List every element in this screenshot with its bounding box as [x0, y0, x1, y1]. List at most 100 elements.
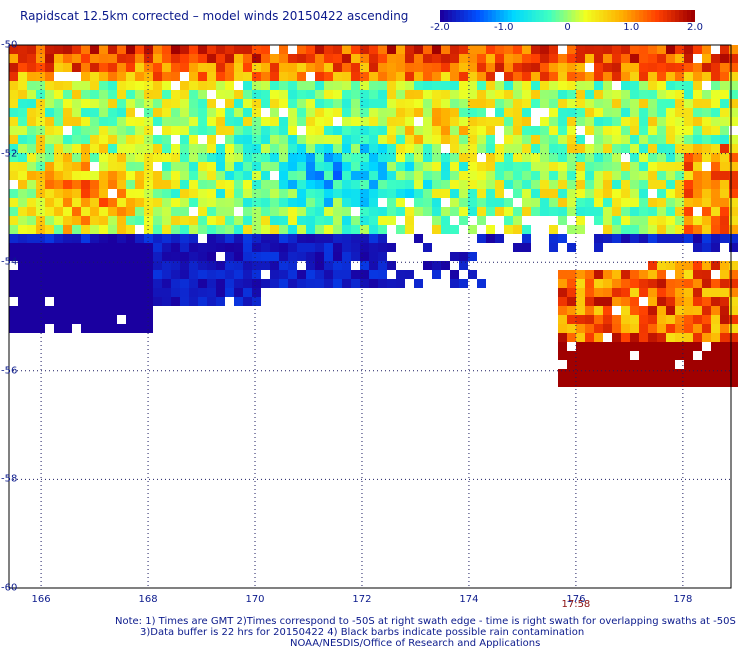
data-cell: [261, 207, 270, 216]
data-cell: [171, 270, 180, 279]
data-cell: [621, 378, 630, 387]
data-cell: [711, 153, 720, 162]
data-cell: [711, 216, 720, 225]
data-cell: [72, 270, 81, 279]
data-cell: [414, 144, 423, 153]
data-cell: [234, 171, 243, 180]
data-cell: [558, 108, 567, 117]
data-cell: [63, 144, 72, 153]
data-cell: [225, 288, 234, 297]
data-cell: [612, 180, 621, 189]
data-cell: [9, 126, 18, 135]
data-cell: [252, 63, 261, 72]
data-cell: [594, 135, 603, 144]
data-cell: [189, 252, 198, 261]
data-cell: [432, 45, 441, 54]
latitude-label: -54: [1, 256, 18, 268]
data-cell: [504, 108, 513, 117]
data-cell: [414, 108, 423, 117]
data-cell: [162, 261, 171, 270]
data-cell: [603, 351, 612, 360]
data-cell: [540, 198, 549, 207]
data-cell: [459, 189, 468, 198]
data-cell: [342, 207, 351, 216]
data-cell: [648, 171, 657, 180]
data-cell: [684, 180, 693, 189]
data-cell: [702, 180, 711, 189]
data-cell: [324, 90, 333, 99]
data-cell: [486, 189, 495, 198]
color-scale-label: -1.0: [493, 22, 514, 33]
data-cell: [45, 144, 54, 153]
data-cell: [135, 180, 144, 189]
data-cell: [432, 135, 441, 144]
data-cell: [9, 108, 18, 117]
data-cell: [72, 63, 81, 72]
data-cell: [513, 216, 522, 225]
data-cell: [153, 99, 162, 108]
data-cell: [18, 72, 27, 81]
data-cell: [162, 153, 171, 162]
data-cell: [432, 54, 441, 63]
data-cell: [315, 225, 324, 234]
data-cell: [630, 360, 639, 369]
color-scale-segment: [663, 10, 668, 22]
data-cell: [621, 180, 630, 189]
data-cell: [729, 225, 738, 234]
data-cell: [720, 369, 729, 378]
data-cell: [729, 153, 738, 162]
data-cell: [666, 171, 675, 180]
data-cell: [693, 279, 702, 288]
data-cell: [198, 72, 207, 81]
data-cell: [333, 126, 342, 135]
data-cell: [630, 207, 639, 216]
data-cell: [693, 162, 702, 171]
data-cell: [369, 108, 378, 117]
data-cell: [630, 324, 639, 333]
data-cell: [54, 54, 63, 63]
data-cell: [288, 261, 297, 270]
data-cell: [432, 72, 441, 81]
data-cell: [495, 198, 504, 207]
data-cell: [18, 189, 27, 198]
data-cell: [117, 198, 126, 207]
data-cell: [405, 126, 414, 135]
data-cell: [9, 99, 18, 108]
data-cell: [450, 45, 459, 54]
data-cell: [18, 99, 27, 108]
data-cell: [171, 171, 180, 180]
data-cell: [729, 90, 738, 99]
data-cell: [468, 252, 477, 261]
data-cell: [108, 54, 117, 63]
data-cell: [585, 45, 594, 54]
data-cell: [99, 63, 108, 72]
data-cell: [207, 81, 216, 90]
data-cell: [99, 324, 108, 333]
data-cell: [549, 81, 558, 90]
data-cell: [423, 198, 432, 207]
data-cell: [387, 81, 396, 90]
data-cell: [144, 216, 153, 225]
data-cell: [594, 324, 603, 333]
data-cell: [171, 162, 180, 171]
data-cell: [612, 99, 621, 108]
data-cell: [441, 135, 450, 144]
data-cell: [531, 207, 540, 216]
data-cell: [540, 153, 549, 162]
data-cell: [234, 234, 243, 243]
data-cell: [234, 288, 243, 297]
data-cell: [225, 54, 234, 63]
data-cell: [126, 324, 135, 333]
data-cell: [162, 90, 171, 99]
data-cell: [9, 252, 18, 261]
data-cell: [450, 198, 459, 207]
data-cell: [639, 171, 648, 180]
data-cell: [540, 162, 549, 171]
data-cell: [396, 171, 405, 180]
data-cell: [315, 270, 324, 279]
data-cell: [378, 189, 387, 198]
data-cell: [594, 63, 603, 72]
data-cell: [648, 108, 657, 117]
data-cell: [648, 333, 657, 342]
data-cell: [144, 72, 153, 81]
